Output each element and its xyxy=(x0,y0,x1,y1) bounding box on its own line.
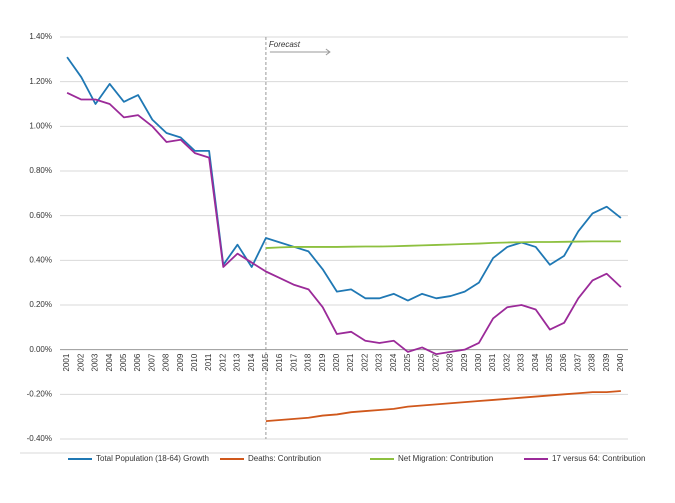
x-tick-label: 2022 xyxy=(360,353,369,371)
forecast-label: Forecast xyxy=(269,40,301,49)
y-tick-label: 0.20% xyxy=(29,300,52,309)
series-line xyxy=(66,92,622,356)
x-tick-label: 2034 xyxy=(531,353,540,371)
y-tick-label: 0.60% xyxy=(29,211,52,220)
x-tick-label: 2014 xyxy=(247,353,256,371)
x-tick-label: 2004 xyxy=(105,353,114,371)
x-tick-label: 2037 xyxy=(573,353,582,371)
x-tick-label: 2018 xyxy=(304,353,313,371)
x-tick-label: 2031 xyxy=(488,353,497,371)
y-tick-label: 0.80% xyxy=(29,166,52,175)
series-line xyxy=(66,56,622,302)
y-tick-label: -0.20% xyxy=(27,389,52,398)
y-tick-label: 1.40% xyxy=(29,32,52,41)
y-tick-label: 1.00% xyxy=(29,121,52,130)
x-tick-label: 2036 xyxy=(559,353,568,371)
x-tick-label: 2023 xyxy=(375,353,384,371)
y-tick-label: 1.20% xyxy=(29,77,52,86)
x-tick-label: 2028 xyxy=(446,353,455,371)
x-tick-label: 2029 xyxy=(460,353,469,371)
x-tick-label: 2008 xyxy=(162,353,171,371)
x-tick-label: 2001 xyxy=(62,353,71,371)
series-line xyxy=(265,390,621,423)
x-tick-label: 2006 xyxy=(133,353,142,371)
x-tick-label: 2019 xyxy=(318,353,327,371)
x-tick-label: 2040 xyxy=(616,353,625,371)
legend-label: Total Population (18-64) Growth xyxy=(96,454,209,463)
legend-label: Net Migration: Contribution xyxy=(398,454,493,463)
x-tick-label: 2017 xyxy=(289,353,298,371)
x-tick-label: 2025 xyxy=(403,353,412,371)
x-tick-label: 2035 xyxy=(545,353,554,371)
x-tick-label: 2013 xyxy=(233,353,242,371)
x-tick-label: 2009 xyxy=(176,353,185,371)
x-tick-label: 2010 xyxy=(190,353,199,371)
x-tick-label: 2039 xyxy=(602,353,611,371)
legend-label: Deaths: Contribution xyxy=(248,454,321,463)
x-tick-label: 2038 xyxy=(588,353,597,371)
x-tick-label: 2011 xyxy=(204,353,213,371)
x-tick-label: 2007 xyxy=(147,353,156,371)
x-tick-label: 2033 xyxy=(517,353,526,371)
x-tick-label: 2027 xyxy=(431,353,440,371)
x-tick-label: 2020 xyxy=(332,353,341,371)
x-tick-label: 2003 xyxy=(91,353,100,371)
x-tick-label: 2005 xyxy=(119,353,128,371)
x-tick-label: 2021 xyxy=(346,353,355,371)
x-tick-label: 2024 xyxy=(389,353,398,371)
series-line xyxy=(265,240,621,249)
y-tick-label: 0.00% xyxy=(29,345,52,354)
x-tick-label: 2012 xyxy=(218,353,227,371)
legend-label: 17 versus 64: Contribution xyxy=(552,454,645,463)
x-tick-label: 2030 xyxy=(474,353,483,371)
x-tick-label: 2026 xyxy=(417,353,426,371)
x-tick-label: 2032 xyxy=(502,353,511,371)
x-tick-label: 2016 xyxy=(275,353,284,371)
forecast-arrow xyxy=(269,48,331,56)
y-tick-label: 0.40% xyxy=(29,255,52,264)
x-tick-label: 2002 xyxy=(76,353,85,371)
y-tick-label: -0.40% xyxy=(27,434,52,443)
